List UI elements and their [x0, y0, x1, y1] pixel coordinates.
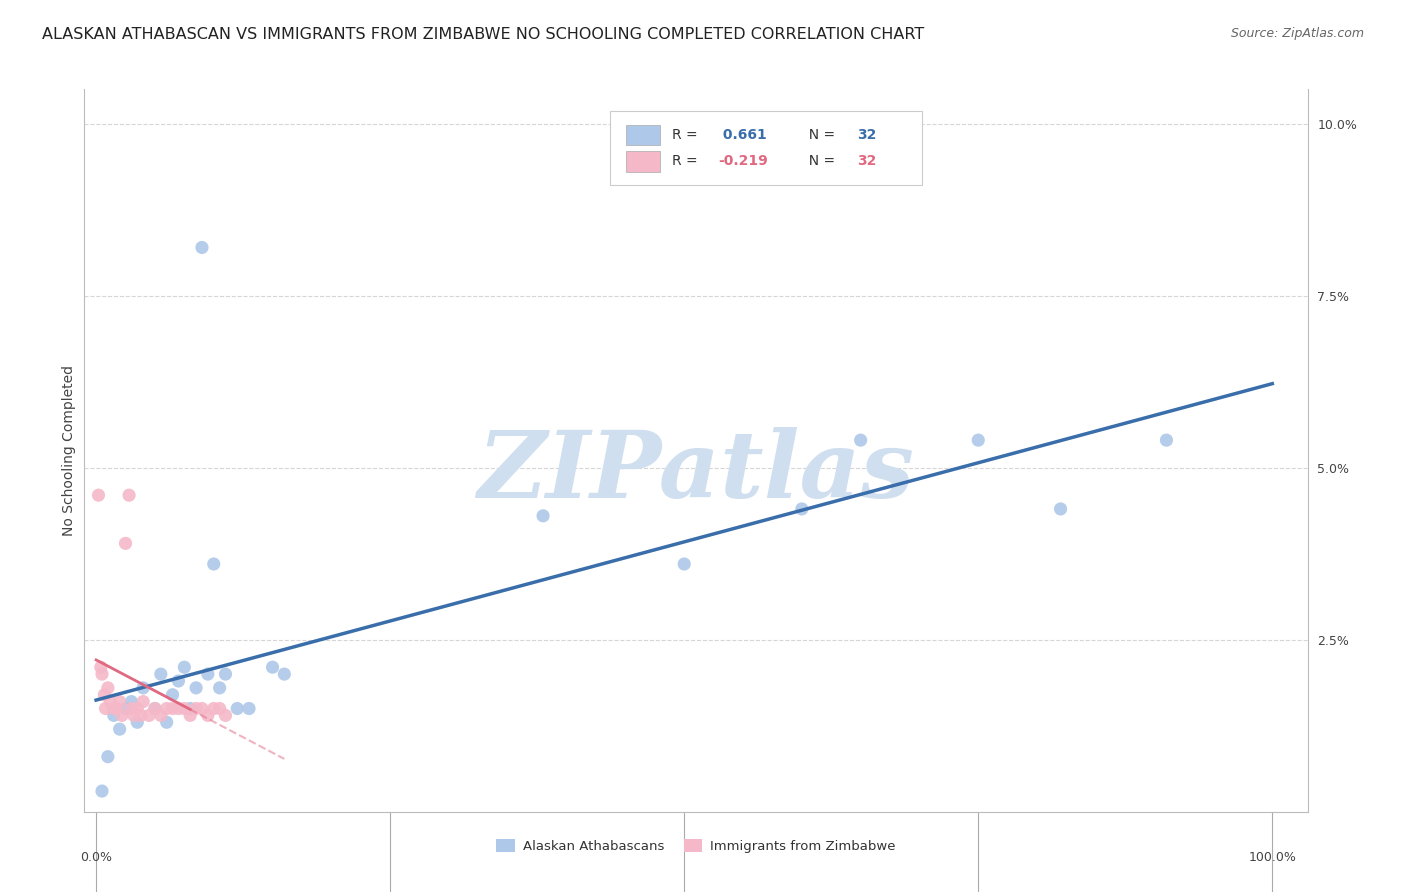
- Point: [191, 240, 214, 254]
- Point: [149, 667, 172, 681]
- Point: [208, 681, 231, 695]
- Point: [262, 660, 284, 674]
- Text: -0.219: -0.219: [718, 154, 768, 169]
- Point: [87, 488, 110, 502]
- Point: [167, 701, 190, 715]
- Text: 32: 32: [858, 128, 877, 142]
- Point: [91, 784, 114, 798]
- Point: [103, 708, 125, 723]
- Point: [108, 695, 131, 709]
- Text: Source: ZipAtlas.com: Source: ZipAtlas.com: [1230, 27, 1364, 40]
- Point: [1049, 502, 1071, 516]
- Point: [184, 681, 207, 695]
- Point: [208, 701, 231, 715]
- Point: [179, 708, 201, 723]
- Point: [120, 695, 142, 709]
- Point: [162, 701, 184, 715]
- Point: [138, 708, 160, 723]
- Point: [214, 708, 236, 723]
- Point: [191, 701, 214, 715]
- Point: [120, 701, 142, 715]
- Point: [94, 701, 117, 715]
- Point: [93, 688, 115, 702]
- Point: [143, 701, 166, 715]
- Point: [238, 701, 260, 715]
- FancyBboxPatch shape: [626, 125, 661, 145]
- Point: [184, 701, 207, 715]
- Point: [114, 536, 136, 550]
- FancyBboxPatch shape: [610, 111, 922, 185]
- Text: 0.661: 0.661: [718, 128, 766, 142]
- Point: [173, 660, 195, 674]
- Point: [103, 701, 125, 715]
- Legend: Alaskan Athabascans, Immigrants from Zimbabwe: Alaskan Athabascans, Immigrants from Zim…: [492, 836, 900, 857]
- Point: [143, 701, 166, 715]
- Point: [127, 701, 149, 715]
- Text: ALASKAN ATHABASCAN VS IMMIGRANTS FROM ZIMBABWE NO SCHOOLING COMPLETED CORRELATIO: ALASKAN ATHABASCAN VS IMMIGRANTS FROM ZI…: [42, 27, 924, 42]
- Point: [129, 708, 152, 723]
- Point: [97, 681, 120, 695]
- Point: [202, 701, 225, 715]
- Point: [179, 701, 201, 715]
- Point: [132, 681, 155, 695]
- Point: [967, 433, 990, 447]
- Point: [162, 688, 184, 702]
- Point: [673, 557, 696, 571]
- Point: [167, 673, 190, 688]
- Point: [111, 708, 134, 723]
- Point: [91, 667, 114, 681]
- Point: [202, 557, 225, 571]
- Point: [105, 701, 128, 715]
- Point: [132, 695, 155, 709]
- Text: 0.0%: 0.0%: [80, 852, 112, 864]
- Point: [108, 722, 131, 736]
- Point: [118, 488, 141, 502]
- Point: [127, 715, 149, 730]
- Point: [273, 667, 295, 681]
- Text: ZIPatlas: ZIPatlas: [478, 427, 914, 517]
- Point: [97, 749, 120, 764]
- Point: [226, 701, 249, 715]
- Point: [114, 701, 136, 715]
- Text: N =: N =: [800, 128, 839, 142]
- Text: 100.0%: 100.0%: [1249, 852, 1296, 864]
- Text: N =: N =: [800, 154, 839, 169]
- Point: [98, 695, 121, 709]
- Point: [156, 715, 179, 730]
- Point: [197, 708, 219, 723]
- Point: [849, 433, 872, 447]
- Point: [1156, 433, 1178, 447]
- Y-axis label: No Schooling Completed: No Schooling Completed: [62, 365, 76, 536]
- Point: [173, 701, 195, 715]
- Point: [214, 667, 236, 681]
- FancyBboxPatch shape: [626, 152, 661, 171]
- Point: [531, 508, 554, 523]
- Point: [790, 502, 813, 516]
- Text: R =: R =: [672, 154, 702, 169]
- Text: 32: 32: [858, 154, 877, 169]
- Point: [149, 708, 172, 723]
- Point: [156, 701, 179, 715]
- Point: [90, 660, 112, 674]
- Text: R =: R =: [672, 128, 702, 142]
- Point: [197, 667, 219, 681]
- Point: [122, 708, 145, 723]
